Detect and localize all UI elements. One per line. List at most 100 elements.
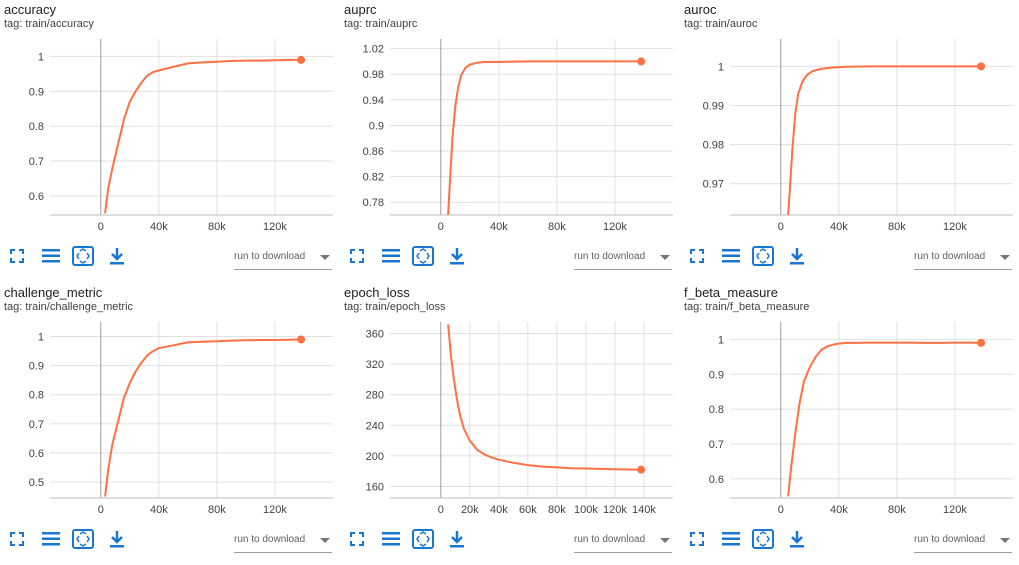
chevron-down-icon bbox=[1000, 255, 1010, 260]
fit-domain-button[interactable] bbox=[410, 528, 436, 554]
y-tick-label: 0.98 bbox=[363, 69, 384, 81]
expand-button[interactable] bbox=[684, 245, 710, 271]
series-endpoint-marker bbox=[297, 335, 306, 344]
expand-button[interactable] bbox=[4, 528, 30, 554]
data-series-icon bbox=[381, 248, 401, 269]
fit-domain-button[interactable] bbox=[70, 528, 96, 554]
fit-domain-button[interactable] bbox=[70, 245, 96, 271]
y-tick-label: 0.7 bbox=[709, 439, 724, 451]
y-tick-label: 0.82 bbox=[363, 172, 384, 184]
download-button[interactable] bbox=[784, 528, 810, 554]
run-download-select[interactable]: run to download bbox=[914, 532, 1012, 553]
run-download-label: run to download bbox=[234, 251, 306, 262]
fit-domain-button[interactable] bbox=[750, 245, 776, 271]
expand-icon bbox=[689, 248, 705, 269]
download-icon bbox=[109, 530, 125, 553]
data-series-button[interactable] bbox=[38, 245, 64, 271]
y-tick-label: 0.6 bbox=[709, 474, 724, 486]
series-line bbox=[104, 58, 302, 214]
series-endpoint-marker bbox=[297, 55, 306, 64]
y-tick-label: 1 bbox=[38, 332, 44, 344]
x-tick-label: 80k bbox=[208, 221, 226, 233]
card-tag: tag: train/challenge_metric bbox=[4, 301, 134, 313]
y-tick-label: 0.8 bbox=[29, 390, 44, 402]
x-tick-label: 80k bbox=[548, 504, 566, 516]
y-tick-label: 0.9 bbox=[369, 120, 384, 132]
line-chart[interactable]: 1 0.9 0.8 0.7 0.6 0 40k 80k 120k bbox=[0, 35, 335, 235]
fit-domain-button[interactable] bbox=[410, 245, 436, 271]
x-tick-label: 0 bbox=[98, 504, 104, 516]
download-button[interactable] bbox=[784, 245, 810, 271]
card-title: accuracy bbox=[4, 2, 57, 17]
y-tick-label: 0.97 bbox=[703, 179, 724, 191]
fit-domain-button[interactable] bbox=[750, 528, 776, 554]
data-series-button[interactable] bbox=[378, 528, 404, 554]
series-line bbox=[447, 324, 642, 471]
line-chart[interactable]: 1 0.99 0.98 0.97 0 40k 80k 120k bbox=[680, 35, 1015, 235]
y-tick-label: 160 bbox=[366, 482, 384, 494]
data-series-button[interactable] bbox=[378, 245, 404, 271]
expand-icon bbox=[349, 248, 365, 269]
line-chart[interactable]: 1.02 0.98 0.94 0.9 0.86 0.82 0.78 0 40k 80k 120k bbox=[340, 35, 675, 235]
series-endpoint-marker bbox=[637, 57, 646, 66]
fit-domain-icon bbox=[412, 528, 434, 554]
x-tick-label: 120k bbox=[263, 221, 287, 233]
line-chart[interactable]: 1 0.9 0.8 0.7 0.6 0 40k 80k 120k bbox=[680, 318, 1015, 518]
line-chart[interactable]: 360 320 280 240 200 160 0 20k 40k 60k 80k 100k 120k 1… bbox=[340, 318, 675, 518]
run-download-label: run to download bbox=[574, 251, 646, 262]
card-toolbar: run to download bbox=[340, 528, 675, 556]
x-tick-label: 80k bbox=[208, 504, 226, 516]
data-series-button[interactable] bbox=[718, 245, 744, 271]
y-tick-label: 0.99 bbox=[703, 100, 724, 112]
x-tick-label: 120k bbox=[943, 504, 967, 516]
y-tick-label: 1.02 bbox=[363, 44, 384, 56]
card-tag: tag: train/accuracy bbox=[4, 18, 94, 30]
run-download-select[interactable]: run to download bbox=[234, 532, 332, 553]
download-button[interactable] bbox=[104, 245, 130, 271]
data-series-icon bbox=[721, 248, 741, 269]
expand-button[interactable] bbox=[4, 245, 30, 271]
run-download-label: run to download bbox=[914, 251, 986, 262]
fit-domain-icon bbox=[412, 245, 434, 271]
run-download-select[interactable]: run to download bbox=[574, 249, 672, 270]
expand-button[interactable] bbox=[344, 245, 370, 271]
x-tick-label: 120k bbox=[603, 221, 627, 233]
x-tick-label: 0 bbox=[438, 221, 444, 233]
expand-button[interactable] bbox=[684, 528, 710, 554]
run-download-select[interactable]: run to download bbox=[234, 249, 332, 270]
run-download-select[interactable]: run to download bbox=[574, 532, 672, 553]
download-button[interactable] bbox=[444, 245, 470, 271]
data-series-button[interactable] bbox=[718, 528, 744, 554]
y-tick-label: 0.6 bbox=[29, 191, 44, 203]
y-tick-label: 0.6 bbox=[29, 448, 44, 460]
line-chart[interactable]: 1 0.9 0.8 0.7 0.6 0.5 0 40k 80k 120k bbox=[0, 318, 335, 518]
y-tick-label: 0.9 bbox=[709, 369, 724, 381]
card-toolbar: run to download bbox=[340, 245, 675, 273]
expand-button[interactable] bbox=[344, 528, 370, 554]
download-button[interactable] bbox=[104, 528, 130, 554]
x-tick-label: 40k bbox=[150, 221, 168, 233]
y-tick-label: 0.9 bbox=[29, 86, 44, 98]
x-tick-label: 0 bbox=[778, 504, 784, 516]
x-tick-label: 80k bbox=[888, 504, 906, 516]
y-tick-label: 0.8 bbox=[709, 404, 724, 416]
y-tick-label: 0.86 bbox=[363, 146, 384, 158]
data-series-button[interactable] bbox=[38, 528, 64, 554]
x-tick-label: 0 bbox=[778, 221, 784, 233]
data-series-icon bbox=[381, 531, 401, 552]
series-line bbox=[447, 60, 642, 215]
card-tag: tag: train/f_beta_measure bbox=[684, 301, 810, 313]
y-tick-label: 0.98 bbox=[703, 140, 724, 152]
run-download-select[interactable]: run to download bbox=[914, 249, 1012, 270]
series-endpoint-marker bbox=[637, 465, 646, 474]
run-download-label: run to download bbox=[914, 534, 986, 545]
x-tick-label: 100k bbox=[574, 504, 598, 516]
card-toolbar: run to download bbox=[0, 528, 335, 556]
download-button[interactable] bbox=[444, 528, 470, 554]
fit-domain-icon bbox=[752, 245, 774, 271]
y-tick-label: 1 bbox=[718, 61, 724, 73]
data-series-icon bbox=[41, 531, 61, 552]
scalar-card-auprc: auprc tag: train/auprc 1.02 0.98 0.94 0.9 0.86… bbox=[340, 0, 675, 282]
series-line bbox=[787, 341, 982, 497]
fit-domain-icon bbox=[72, 245, 94, 271]
